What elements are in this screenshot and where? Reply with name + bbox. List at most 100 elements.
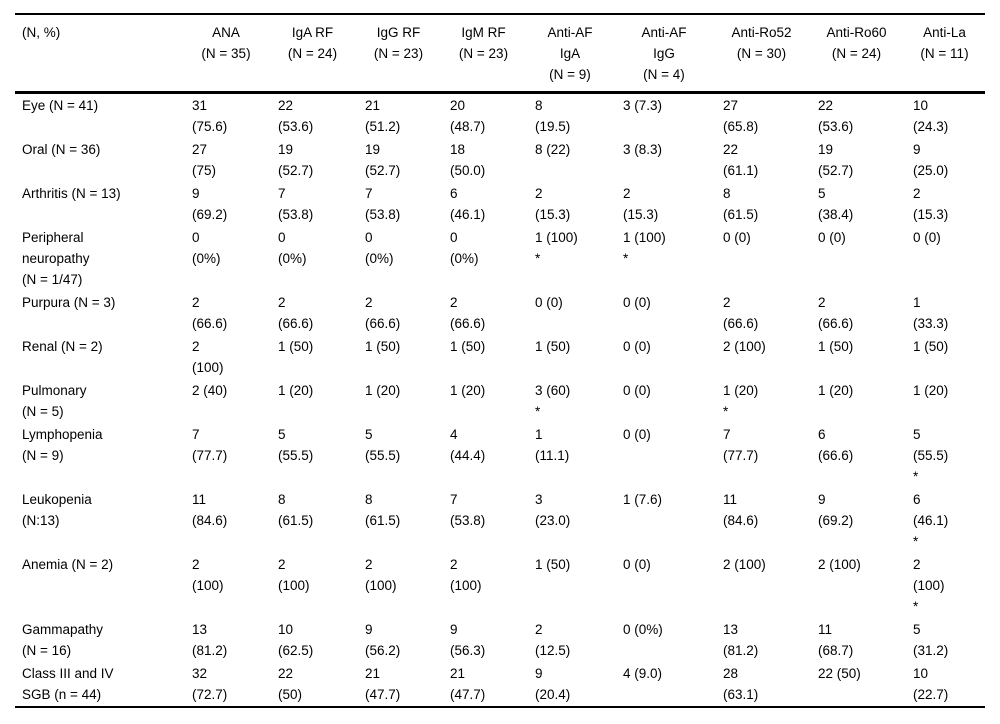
table-row: Peripheral neuropathy (N = 1/47) 0 (0%) 0 …: [15, 226, 985, 291]
table-cell: 11 (68.7): [818, 622, 854, 658]
row-label: Purpura (N = 3): [22, 295, 116, 310]
table-cell: 10 (22.7): [913, 666, 949, 702]
table-cell: 1 (50): [818, 339, 854, 354]
row-label: Gammapathy (N = 16): [22, 622, 104, 658]
table-cell: 6 (46.1): [450, 186, 486, 222]
table-cell: 6 (46.1) *: [913, 492, 949, 549]
table-row: Purpura (N = 3) 2 (66.6) 2 (66.6) 2 (66.6) 2…: [15, 291, 985, 335]
table-cell: 32 (72.7): [192, 666, 228, 702]
table-cell: 0 (0%): [278, 230, 307, 266]
table-cell: 3 (7.3): [623, 98, 663, 113]
table-cell: 20 (48.7): [450, 98, 486, 134]
table-row: Arthritis (N = 13) 9 (69.2) 7 (53.8) 7 (53.…: [15, 182, 985, 226]
table-cell: 8 (61.5): [278, 492, 314, 528]
table-cell: 0 (0): [818, 230, 846, 245]
table-cell: 13 (81.2): [723, 622, 759, 658]
table-row: Eye (N = 41) 31 (75.6) 22 (53.6) 21 (51.2) 2…: [15, 93, 985, 139]
row-label: Arthritis (N = 13): [22, 186, 121, 201]
table-cell: 22 (61.1): [723, 142, 759, 178]
column-header: IgM RF (N = 23): [441, 14, 526, 94]
table-cell: 0 (0): [623, 427, 651, 442]
table-cell: 1 (20): [365, 383, 401, 398]
table-cell: 8 (22): [535, 142, 571, 157]
column-header: Anti-La (N = 11): [904, 14, 985, 94]
table-cell: 0 (0): [723, 230, 751, 245]
table-cell: 5 (38.4): [818, 186, 854, 222]
row-label: Anemia (N = 2): [22, 557, 114, 572]
row-label: Class III and IV SGB (n = 44): [22, 666, 114, 702]
table-cell: 11 (84.6): [192, 492, 228, 528]
table-cell: 1 (50): [535, 339, 571, 354]
table-cell: 0 (0): [913, 230, 941, 245]
table-cell: 1 (33.3): [913, 295, 949, 331]
table-cell: 9 (25.0): [913, 142, 949, 178]
table-cell: 0 (0): [623, 295, 651, 310]
table-row: Leukopenia (N:13) 11 (84.6) 8 (61.5) 8 (61.…: [15, 488, 985, 553]
table-cell: 2 (100): [192, 339, 224, 375]
table-cell: 2 (66.6): [818, 295, 854, 331]
table-cell: 1 (20): [278, 383, 314, 398]
table-cell: 3 (23.0): [535, 492, 571, 528]
table-cell: 2 (12.5): [535, 622, 571, 658]
column-header: Anti-Ro52 (N = 30): [714, 14, 809, 94]
table-cell: 9 (69.2): [192, 186, 228, 222]
table-cell: 9 (69.2): [818, 492, 854, 528]
table-cell: 18 (50.0): [450, 142, 486, 178]
table-cell: 0 (0): [623, 383, 651, 398]
table-cell: 4 (44.4): [450, 427, 486, 463]
table-row: Class III and IV SGB (n = 44) 32 (72.7) 22…: [15, 662, 985, 707]
table-cell: 19 (52.7): [278, 142, 314, 178]
table-cell: 4 (9.0): [623, 666, 663, 681]
table-cell: 2 (15.3): [535, 186, 571, 222]
table-cell: 7 (77.7): [723, 427, 759, 463]
table-cell: 3 (60) *: [535, 383, 571, 419]
table-cell: 2 (100): [365, 557, 397, 593]
table-cell: 5 (55.5) *: [913, 427, 949, 484]
table-cell: 1 (50): [278, 339, 314, 354]
table-cell: 10 (24.3): [913, 98, 949, 134]
table-cell: 1 (50): [450, 339, 486, 354]
results-table: (N, %) ANA (N = 35) IgA RF (N = 24) IgG RF …: [15, 13, 985, 708]
table-cell: 27 (75): [192, 142, 217, 178]
table-cell: 7 (53.8): [450, 492, 486, 528]
table-cell: 2 (66.6): [723, 295, 759, 331]
table-cell: 0 (0): [623, 557, 651, 572]
table-cell: 2 (66.6): [192, 295, 228, 331]
column-header: IgG RF (N = 23): [356, 14, 441, 94]
table-cell: 10 (62.5): [278, 622, 314, 658]
table-cell: 28 (63.1): [723, 666, 759, 702]
table-row: Lymphopenia (N = 9) 7 (77.7) 5 (55.5) 5 (55…: [15, 423, 985, 488]
column-header: IgA RF (N = 24): [269, 14, 356, 94]
table-cell: 0 (0): [535, 295, 563, 310]
row-label: Oral (N = 36): [22, 142, 101, 157]
table-cell: 11 (84.6): [723, 492, 759, 528]
table-cell: 22 (50): [278, 666, 303, 702]
table-cell: 2 (66.6): [278, 295, 314, 331]
table-cell: 2 (66.6): [365, 295, 401, 331]
column-header: Anti-AF IgG (N = 4): [614, 14, 714, 94]
table-cell: 2 (100): [192, 557, 224, 593]
column-header: ANA (N = 35): [183, 14, 269, 94]
table-cell: 1 (20) *: [723, 383, 759, 419]
table-cell: 1 (50): [365, 339, 401, 354]
table-cell: 2 (100) *: [913, 557, 945, 614]
table-row: Gammapathy (N = 16) 13 (81.2) 10 (62.5) 9 (…: [15, 618, 985, 662]
table-cell: 5 (31.2): [913, 622, 949, 658]
table-cell: 2 (100): [723, 339, 766, 354]
table-cell: 9 (56.2): [365, 622, 401, 658]
table-cell: 22 (53.6): [278, 98, 314, 134]
table-cell: 31 (75.6): [192, 98, 228, 134]
table-cell: 22 (50): [818, 666, 861, 681]
table-cell: 27 (65.8): [723, 98, 759, 134]
table-cell: 1 (50): [535, 557, 571, 572]
table-cell: 7 (53.8): [278, 186, 314, 222]
table-cell: 21 (47.7): [365, 666, 401, 702]
row-label: Pulmonary (N = 5): [22, 383, 87, 419]
table-cell: 3 (8.3): [623, 142, 663, 157]
table-cell: 9 (56.3): [450, 622, 486, 658]
results-table-container: (N, %) ANA (N = 35) IgA RF (N = 24) IgG RF …: [15, 13, 985, 708]
table-body: Eye (N = 41) 31 (75.6) 22 (53.6) 21 (51.2) 2…: [15, 93, 985, 708]
table-cell: 13 (81.2): [192, 622, 228, 658]
table-cell: 1 (7.6): [623, 492, 663, 507]
table-cell: 2 (15.3): [913, 186, 949, 222]
